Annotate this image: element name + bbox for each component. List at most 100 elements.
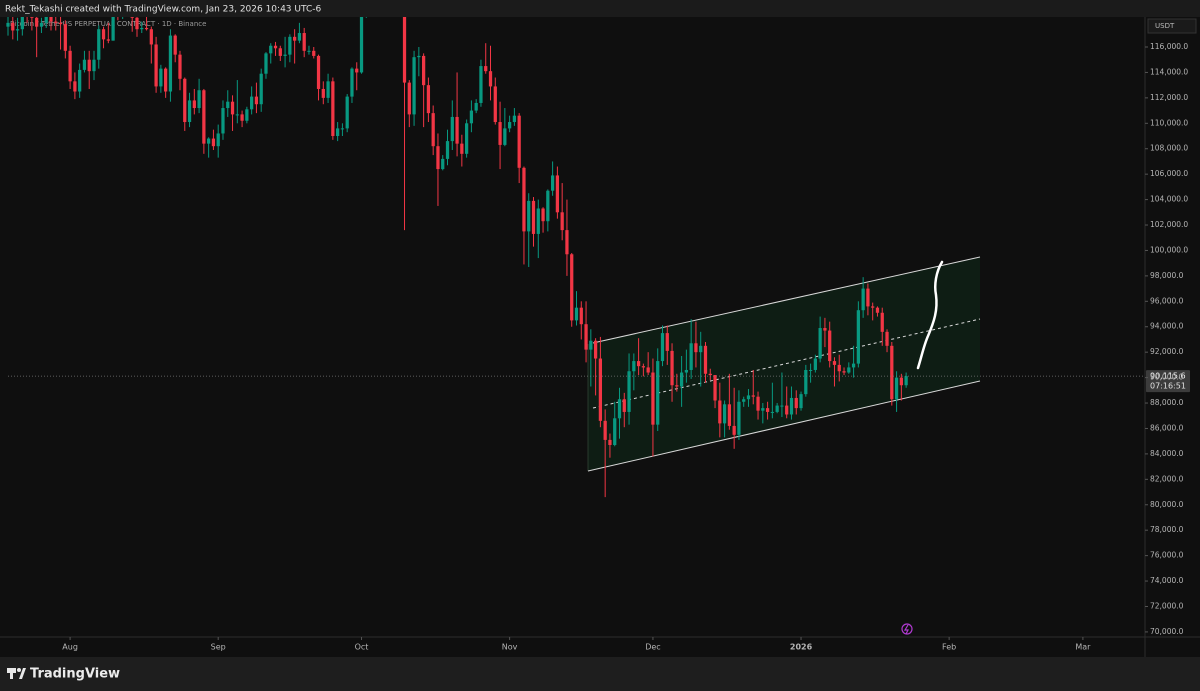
candle-body (355, 68, 359, 73)
candles (6, 17, 908, 498)
y-tick-label: 84,000.0 (1150, 449, 1184, 458)
candle-body (804, 369, 808, 395)
candle-body (536, 208, 540, 234)
candle-body (603, 420, 607, 440)
candle-body (340, 128, 345, 130)
y-tick-label: 100,000.0 (1150, 245, 1188, 254)
candle-body (264, 53, 268, 74)
y-tick-label: 76,000.0 (1150, 551, 1184, 560)
candle-body (871, 306, 875, 308)
x-tick-label: Nov (502, 643, 518, 652)
footer-bar (0, 657, 1200, 691)
candle-body (20, 17, 24, 30)
candle-body (856, 310, 860, 364)
y-tick-label: 92,000.0 (1150, 347, 1184, 356)
candle-body (527, 200, 531, 232)
candle-body (211, 138, 216, 147)
candle-body (97, 29, 101, 60)
candle-body (560, 212, 564, 231)
candle-body (412, 57, 416, 115)
candle-body (44, 17, 48, 23)
candle-body (708, 373, 712, 376)
candle-body (321, 88, 325, 98)
currency: USDT (1155, 22, 1175, 30)
candle-body (154, 44, 158, 87)
candle-body (464, 123, 469, 154)
event-icon (901, 623, 913, 635)
candle-body (546, 190, 550, 222)
candle-body (345, 96, 349, 129)
y-tick-label: 90,000.0 (1150, 373, 1184, 382)
candle-body (765, 408, 770, 412)
candle-body (847, 367, 851, 373)
candle-body (39, 22, 44, 27)
candle-body (35, 17, 39, 27)
y-tick-label: 114,000.0 (1150, 67, 1188, 76)
candle-body (646, 367, 650, 373)
candle-body (450, 116, 454, 142)
candle-body (230, 101, 235, 115)
x-tick-label: 2026 (790, 643, 813, 652)
candle-body (832, 361, 837, 365)
candle-body (159, 68, 163, 87)
candle-body (742, 399, 746, 402)
currency-box (1147, 18, 1197, 34)
candle-body (632, 361, 636, 372)
candle-body (407, 82, 411, 115)
x-tick-label: Dec (645, 643, 660, 652)
candle-body (336, 128, 340, 137)
channel-upper (592, 256, 981, 344)
candle-body (240, 114, 244, 121)
candle-body (732, 425, 736, 435)
candle-body (641, 366, 646, 368)
candle-body (288, 36, 292, 55)
candle-body (455, 116, 459, 144)
candle-body (703, 345, 708, 374)
candle-body (818, 328, 822, 359)
candle-body (799, 394, 803, 409)
candle-body (445, 141, 450, 159)
candle-body (713, 375, 717, 401)
x-tick-label: Oct (355, 643, 369, 652)
countdown: 07:16:51 (1150, 382, 1186, 391)
last-price-box (1146, 370, 1190, 393)
candle-body (636, 361, 641, 367)
candle-body (789, 397, 794, 415)
candle-body (746, 395, 751, 400)
candle-body (880, 312, 884, 332)
candle-body (823, 328, 827, 331)
candle-body (670, 350, 674, 386)
brand-name: TradingView (30, 667, 120, 682)
candle-body (302, 33, 306, 51)
candle-body (474, 102, 478, 111)
candle-body (178, 54, 182, 79)
candle-body (598, 358, 603, 421)
price-tag: 90,115.607:16:51 (8, 370, 1190, 393)
y-tick-label: 112,000.0 (1150, 93, 1188, 102)
candle-body (656, 361, 660, 425)
candle-body (297, 33, 302, 41)
candle-body (851, 363, 856, 368)
candle-body (164, 68, 168, 92)
candle-body (73, 81, 77, 92)
x-tick-label: Sep (211, 643, 226, 652)
candle-body (503, 128, 507, 145)
candle-body (111, 17, 115, 41)
candle-body (173, 35, 177, 55)
candle-body (861, 288, 865, 311)
candle-body (221, 108, 225, 134)
candle-body (312, 50, 316, 56)
candle-body (507, 122, 512, 129)
candle-body (469, 110, 474, 124)
candle-body (627, 371, 631, 412)
y-tick-label: 88,000.0 (1150, 398, 1184, 407)
candle-body (555, 175, 560, 213)
candle-body (54, 21, 58, 23)
candle-body (684, 369, 689, 373)
candle-body (11, 22, 15, 31)
candle-body (665, 333, 669, 351)
candle-body (460, 143, 464, 154)
y-tick-label: 94,000.0 (1150, 322, 1184, 331)
candle-body (775, 405, 779, 412)
candle-body (269, 45, 273, 54)
